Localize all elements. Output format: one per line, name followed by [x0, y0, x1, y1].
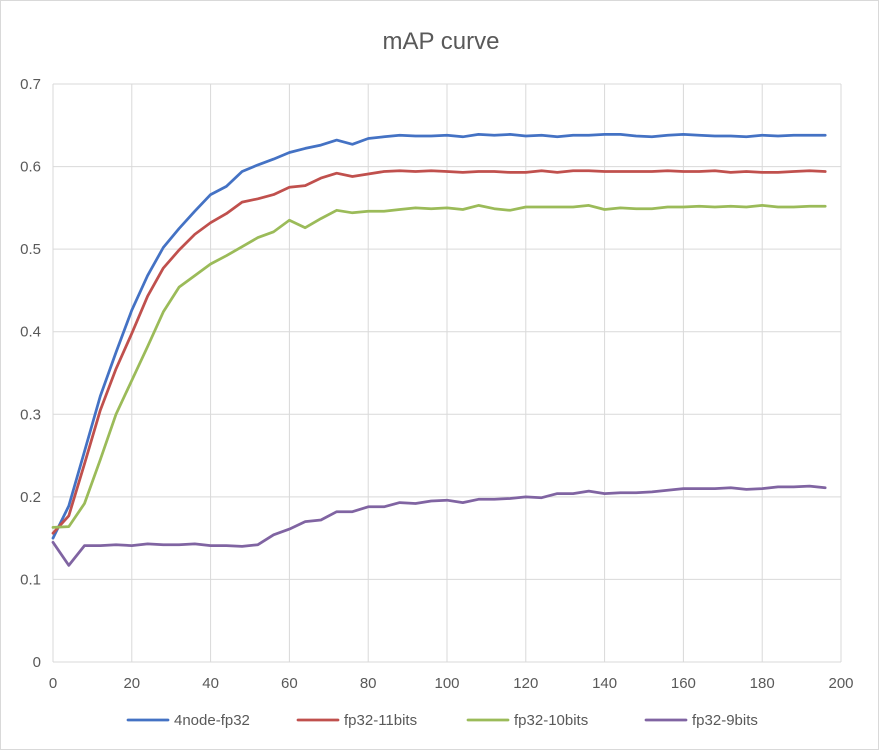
- legend-item: fp32-11bits: [296, 712, 417, 729]
- legend: 4node-fp32 fp32-11bits fp32-10bits fp32-9bi…: [126, 712, 758, 729]
- y-tick-label: 0.7: [20, 76, 41, 93]
- y-tick-label: 0.4: [20, 324, 41, 341]
- series-line: [51, 169, 827, 535]
- series-line: [51, 133, 827, 540]
- x-tick-label: 140: [592, 675, 617, 692]
- legend-label: fp32-9bits: [692, 712, 758, 729]
- grid-lines: [52, 83, 842, 663]
- y-tick-label: 0.3: [20, 406, 41, 423]
- legend-label: fp32-10bits: [514, 712, 588, 729]
- y-tick-label: 0.1: [20, 571, 41, 588]
- series-lines: [51, 133, 827, 567]
- y-tick-label: 0.6: [20, 159, 41, 176]
- y-tick-label: 0.2: [20, 489, 41, 506]
- chart-title: mAP curve: [383, 28, 500, 55]
- legend-label: fp32-11bits: [344, 712, 417, 729]
- series-line: [51, 204, 827, 529]
- y-tick-label: 0.5: [20, 241, 41, 258]
- x-tick-label: 160: [671, 675, 696, 692]
- x-tick-label: 20: [123, 675, 140, 692]
- x-tick-label: 80: [360, 675, 377, 692]
- x-tick-label: 180: [750, 675, 775, 692]
- legend-item: fp32-10bits: [466, 712, 588, 729]
- legend-item: 4node-fp32: [126, 712, 250, 729]
- x-tick-label: 0: [49, 675, 57, 692]
- x-tick-label: 200: [828, 675, 853, 692]
- x-tick-label: 120: [513, 675, 538, 692]
- x-tick-label: 60: [281, 675, 298, 692]
- series-line: [51, 484, 827, 567]
- x-tick-label: 40: [202, 675, 219, 692]
- legend-label: 4node-fp32: [174, 712, 250, 729]
- y-tick-label: 0: [33, 654, 41, 671]
- legend-item: fp32-9bits: [644, 712, 758, 729]
- x-tick-label: 100: [434, 675, 459, 692]
- axes: 0 0.1 0.2 0.3 0.4 0.5 0.6 0.7 0 20 40 60 80 100 120 140…: [20, 76, 853, 692]
